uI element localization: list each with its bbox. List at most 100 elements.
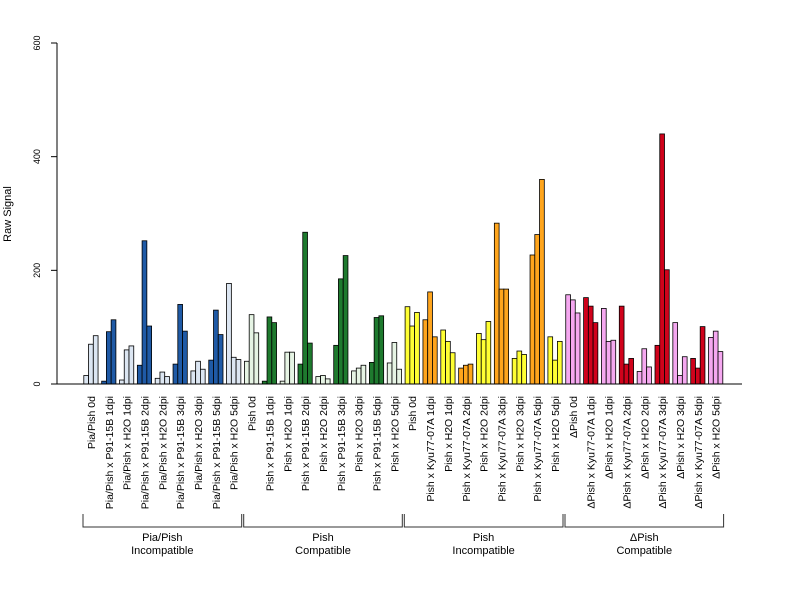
bar [248, 314, 255, 385]
bar [226, 282, 232, 385]
x-tick-label: Pish x H2O 3dpi [354, 396, 366, 472]
bar [141, 240, 148, 385]
bar [396, 368, 402, 385]
group-bracket [243, 514, 403, 528]
x-tick-label: Pish 0d [247, 396, 259, 431]
bar [391, 342, 398, 385]
x-tick-label: Pish x H2O 2dpi [479, 396, 491, 472]
bar [717, 351, 724, 385]
bar [195, 360, 201, 385]
group-bracket [403, 514, 564, 528]
group-bracket [564, 514, 725, 528]
y-tick-label: 200 [32, 263, 42, 278]
x-tick-label: Pia/Pish x H2O 3dpi [193, 396, 205, 490]
bar [699, 326, 706, 385]
x-tick-label: ΔPish x H2O 5dpi [711, 396, 723, 479]
bar [360, 364, 367, 385]
bar [136, 364, 143, 385]
x-tick-label: ΔPish x Kyu77-07A 5dpi [693, 396, 705, 509]
bar [351, 370, 357, 385]
x-tick-labels: Pia/Pish 0d Pia/Pish x P91-15B 1dpi Pia/Pi… [86, 396, 723, 509]
bar [605, 340, 612, 385]
bar [592, 322, 599, 385]
bar [128, 345, 135, 385]
bar [177, 304, 183, 385]
bar [534, 234, 540, 385]
bar [320, 375, 326, 385]
bar [373, 317, 380, 385]
bar [712, 330, 719, 385]
bar [378, 315, 385, 385]
bar [695, 367, 701, 385]
bar [307, 342, 313, 385]
bar [587, 305, 594, 385]
bar [159, 371, 166, 385]
group-label-line1: Pia/Pish [142, 532, 182, 544]
group-label-line2: Incompatible [452, 545, 514, 557]
x-tick-label: Pia/Pish x P91-15B 5dpi [211, 396, 223, 509]
x-tick-label: Pia/Pish x P91-15B 3dpi [175, 396, 187, 509]
bar [677, 375, 683, 385]
group-brackets: Pia/PishIncompatiblePishCompatiblePishIn… [82, 514, 725, 557]
bar [529, 254, 536, 385]
x-tick-label: ΔPish x H2O 2dpi [639, 396, 651, 479]
bar [110, 319, 117, 385]
x-tick-label: ΔPish x H2O 3dpi [675, 396, 687, 479]
bar [213, 309, 219, 385]
bar [440, 329, 446, 385]
bar [164, 376, 170, 385]
bar [271, 322, 277, 385]
x-tick-label: Pish x H2O 2dpi [318, 396, 330, 472]
y-tick-label: 400 [32, 149, 42, 164]
bar [574, 312, 581, 385]
bar [427, 291, 433, 385]
bar [289, 351, 295, 385]
x-tick-label: Pia/Pish x P91-15B 2dpi [139, 396, 151, 509]
x-tick-label: Pia/Pish 0d [86, 396, 98, 449]
bar [516, 350, 523, 385]
x-tick-label: ΔPish x Kyu77-07A 3dpi [657, 396, 669, 509]
bar [302, 231, 308, 385]
bar [503, 288, 510, 385]
bar [123, 349, 130, 385]
bar [565, 294, 571, 385]
bar [636, 371, 643, 385]
bar [182, 330, 188, 385]
bar [498, 288, 505, 385]
bar [552, 359, 558, 385]
x-tick-label: Pish 0d [407, 396, 419, 431]
group-label-line1: ΔPish [630, 532, 659, 544]
bar [355, 367, 362, 385]
bar [253, 332, 260, 385]
bar [681, 356, 688, 385]
x-tick-label: Pish x Kyu77-07A 2dpi [461, 396, 473, 502]
bar [547, 336, 554, 385]
bar [458, 367, 464, 385]
bar [623, 363, 630, 385]
bar [618, 305, 625, 385]
group-label-line2: Compatible [295, 545, 351, 557]
bar [235, 359, 242, 385]
x-tick-label: Pish x Kyu77-07A 3dpi [496, 396, 508, 502]
bar [92, 335, 99, 385]
x-tick-label: ΔPish x H2O 1dpi [604, 396, 616, 479]
bar [266, 316, 273, 385]
bar [284, 351, 291, 385]
x-tick-label: Pia/Pish x P91-15B 1dpi [104, 396, 116, 509]
bar [208, 359, 214, 385]
group-label-line2: Incompatible [131, 545, 193, 557]
bar [88, 343, 94, 385]
bar [467, 363, 474, 385]
x-tick-label: ΔPish x Kyu77-07A 2dpi [621, 396, 633, 509]
bar [462, 364, 469, 385]
bar [601, 308, 607, 385]
bar [146, 325, 153, 385]
x-tick-label: Pish x H2O 1dpi [443, 396, 455, 472]
bar [119, 379, 125, 385]
bar [297, 363, 304, 385]
bar [654, 344, 661, 385]
bar [404, 306, 411, 385]
x-tick-label: Pish x H2O 1dpi [282, 396, 294, 472]
